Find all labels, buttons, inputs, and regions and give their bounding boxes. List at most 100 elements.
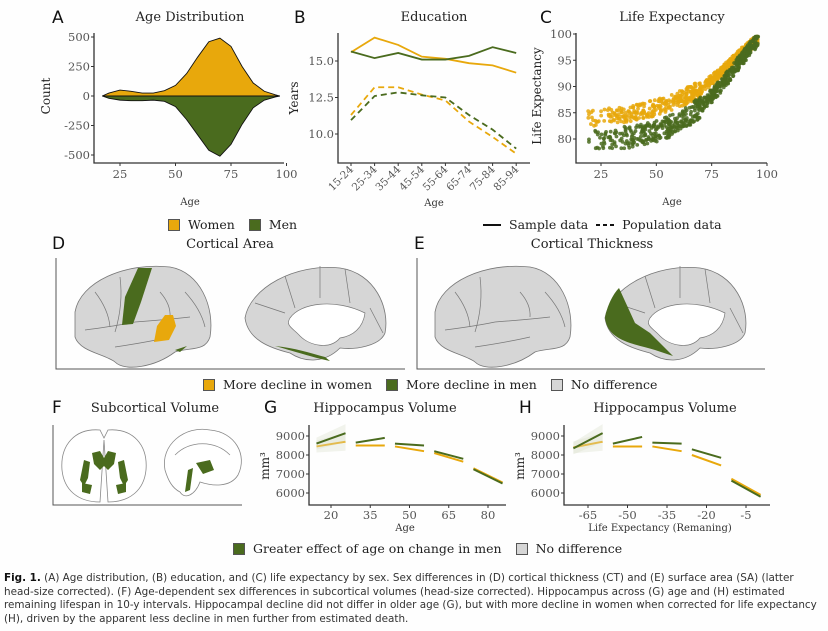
data-point: [619, 146, 624, 151]
data-point: [693, 113, 698, 118]
line-women-sample: [350, 36, 517, 74]
data-point: [698, 100, 703, 105]
sulcus-line: [644, 275, 656, 309]
y-tick-label: 80: [557, 132, 572, 146]
sulcus-line: [159, 291, 171, 318]
panel-f-frame: [52, 425, 242, 506]
data-point: [707, 93, 712, 97]
line-men-population: [350, 91, 517, 150]
segment-men: [652, 441, 682, 445]
data-point: [612, 142, 617, 146]
y-axis-label: mm³: [513, 452, 527, 480]
data-point: [638, 134, 643, 139]
panel-h-title: Hippocampus Volume: [593, 401, 737, 416]
data-point: [652, 98, 657, 103]
data-point: [598, 135, 602, 140]
data-point: [728, 72, 733, 76]
x-tick-label: 100: [276, 167, 298, 181]
no-difference-swatch: [515, 542, 528, 555]
data-point: [651, 114, 655, 119]
no-difference-swatch: [550, 378, 563, 391]
x-tick-label: 25: [113, 167, 128, 181]
segment-men: [730, 479, 762, 498]
data-point: [671, 100, 676, 105]
data-point: [640, 140, 645, 144]
data-point: [677, 99, 682, 104]
data-point: [607, 113, 611, 118]
data-point: [670, 132, 674, 136]
data-point: [587, 137, 591, 142]
caption-text: (A) Age distribution, (B) education, and…: [4, 572, 817, 625]
panel-c-axes: [575, 33, 767, 164]
sulcus-line: [454, 291, 471, 328]
data-point: [662, 101, 667, 106]
data-point: [703, 104, 708, 108]
sulcus-line: [344, 268, 351, 304]
data-point: [637, 116, 641, 120]
women-swatch: [168, 218, 180, 231]
data-point: [708, 89, 712, 94]
dashed-line-icon: [596, 223, 615, 226]
data-point: [687, 105, 692, 110]
data-point: [610, 146, 615, 151]
data-point: [709, 81, 714, 86]
x-tick-label: -5: [740, 508, 751, 522]
x-tick-label: 65: [441, 508, 456, 522]
data-point: [710, 77, 714, 82]
data-point: [602, 119, 607, 123]
segment-men: [572, 432, 604, 450]
data-point: [669, 93, 674, 97]
x-tick-label: 75: [704, 167, 719, 181]
data-point: [687, 89, 692, 94]
density-women: [102, 37, 280, 97]
y-tick-label: 8000: [276, 448, 305, 462]
data-point: [625, 133, 629, 138]
data-point: [619, 136, 624, 141]
data-point: [681, 112, 685, 116]
data-point: [713, 70, 718, 75]
data-point: [614, 134, 619, 139]
x-tick-label: 35-44: [373, 163, 403, 193]
data-point: [656, 104, 661, 109]
legend-women: Women: [188, 217, 235, 232]
data-point: [602, 107, 607, 112]
data-point: [613, 128, 618, 133]
data-point: [608, 134, 612, 139]
data-point: [681, 90, 686, 95]
hippocampus-region: [185, 468, 193, 492]
data-point: [647, 106, 652, 111]
data-point: [692, 99, 697, 104]
data-point: [608, 129, 613, 134]
data-point: [745, 44, 750, 49]
y-tick-label: -500: [64, 148, 90, 162]
data-point: [664, 105, 669, 110]
x-axis-label: Age: [179, 197, 200, 208]
data-point: [719, 69, 723, 73]
legend-population-data: Population data: [622, 217, 722, 232]
x-tick-label: 15-24: [326, 163, 356, 193]
sulcus-line: [494, 316, 551, 323]
legend-no-difference: No difference: [570, 377, 658, 392]
segment-women: [316, 440, 346, 448]
y-tick-label: -250: [64, 119, 90, 133]
data-point: [652, 120, 657, 125]
hippocampus-legend: Greater effect of age on change in men N…: [233, 541, 622, 556]
x-tick-label: -20: [697, 508, 716, 522]
data-point: [695, 111, 700, 116]
data-point: [619, 106, 624, 111]
data-point: [639, 102, 644, 107]
y-tick-label: 6000: [276, 486, 305, 500]
panel-g-title: Hippocampus Volume: [313, 401, 457, 416]
y-tick-label: 9000: [531, 429, 560, 443]
segment-men: [316, 432, 346, 445]
data-point: [618, 131, 622, 136]
data-point: [677, 93, 681, 98]
data-point: [748, 40, 753, 45]
region-more-decline-men: [122, 268, 152, 325]
x-tick-label: 65-74: [444, 163, 474, 193]
data-point: [608, 138, 613, 143]
data-point: [667, 98, 671, 103]
sulcus-line: [444, 321, 496, 331]
x-tick-label: -50: [618, 508, 637, 522]
data-point: [603, 132, 608, 137]
